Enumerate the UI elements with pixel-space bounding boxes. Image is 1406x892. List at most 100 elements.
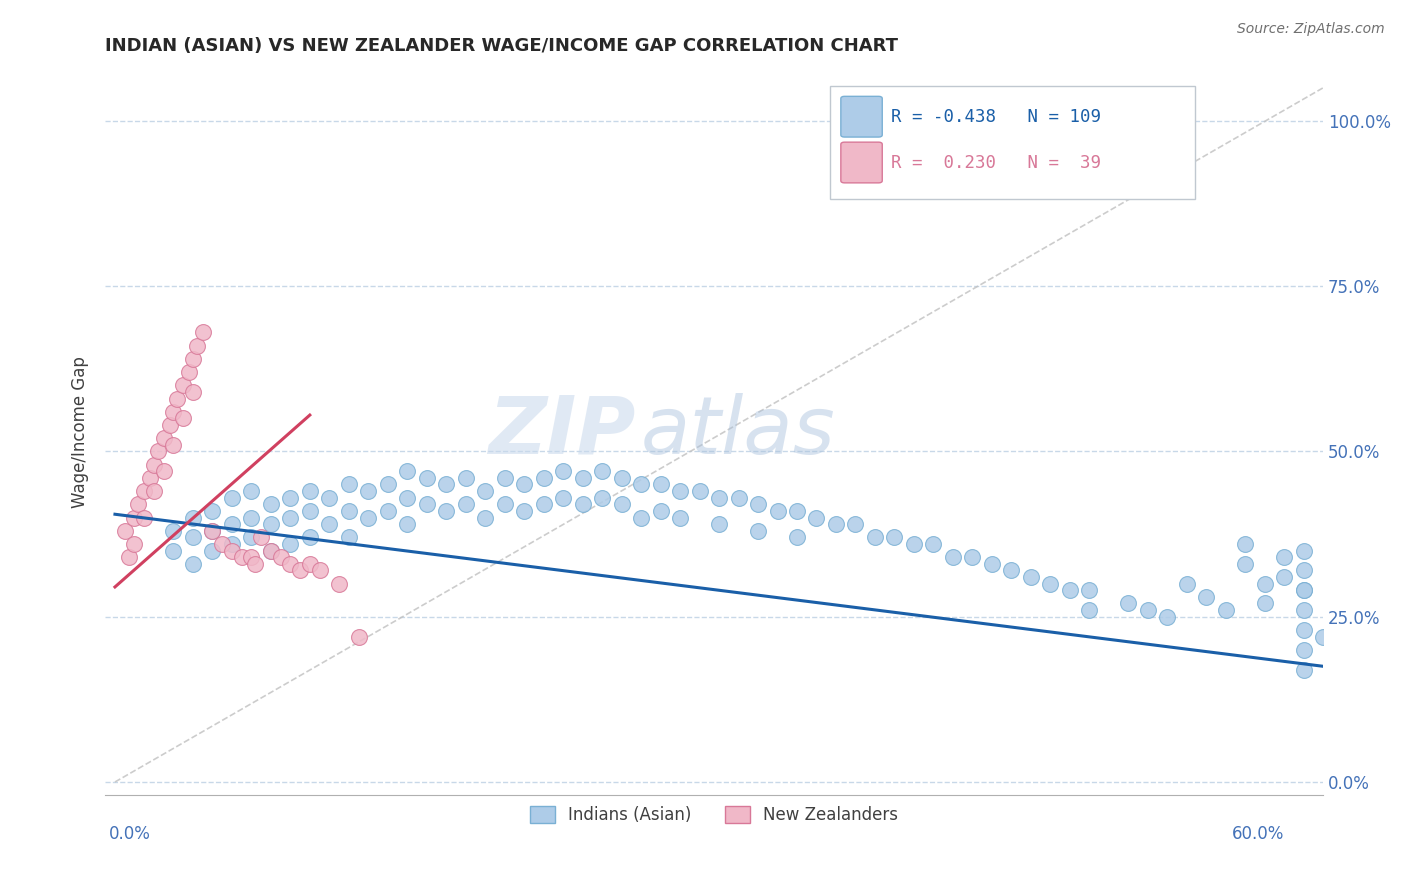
Point (786, 530, 808, 544)
Point (181, 510, 204, 524)
Point (186, 338, 208, 352)
Point (1175, 576, 1198, 591)
Point (1234, 557, 1257, 571)
Point (134, 510, 156, 524)
Point (240, 530, 263, 544)
Point (434, 477, 457, 491)
Point (211, 537, 233, 551)
Point (1000, 563, 1022, 577)
Point (146, 444, 169, 458)
Point (513, 504, 536, 518)
Point (650, 477, 672, 491)
Point (278, 510, 301, 524)
Point (1292, 642, 1315, 657)
Point (1292, 583, 1315, 598)
Point (1272, 550, 1295, 565)
Point (142, 484, 165, 499)
Point (298, 504, 321, 518)
Point (181, 351, 204, 366)
Point (124, 510, 146, 524)
Point (766, 504, 789, 518)
Text: Source: ZipAtlas.com: Source: ZipAtlas.com (1237, 22, 1385, 37)
Point (201, 504, 224, 518)
Point (201, 524, 224, 538)
Point (533, 497, 555, 511)
Point (162, 524, 184, 538)
Point (278, 557, 301, 571)
Point (250, 530, 273, 544)
Point (747, 524, 769, 538)
Point (181, 530, 204, 544)
Point (181, 384, 204, 399)
Point (1292, 663, 1315, 677)
FancyBboxPatch shape (841, 142, 882, 183)
Point (201, 524, 224, 538)
Point (221, 491, 243, 505)
Point (318, 517, 340, 532)
Point (270, 550, 292, 565)
Point (191, 326, 214, 340)
Point (124, 537, 146, 551)
Point (553, 464, 575, 478)
Point (494, 497, 516, 511)
Point (1039, 576, 1062, 591)
Point (142, 458, 165, 472)
Point (240, 484, 263, 499)
Point (162, 438, 184, 452)
Point (883, 530, 905, 544)
Point (707, 517, 730, 532)
Point (240, 550, 263, 565)
Point (318, 491, 340, 505)
Point (454, 471, 477, 485)
Point (1078, 583, 1101, 598)
Point (260, 517, 283, 532)
Point (591, 491, 613, 505)
Point (396, 491, 419, 505)
Point (1215, 603, 1237, 617)
Point (416, 471, 439, 485)
Point (806, 510, 828, 524)
Point (117, 550, 139, 565)
Point (357, 510, 380, 524)
Point (610, 497, 633, 511)
Point (416, 497, 439, 511)
Point (650, 504, 672, 518)
Point (201, 543, 224, 558)
Point (260, 543, 283, 558)
Point (707, 491, 730, 505)
FancyBboxPatch shape (841, 96, 882, 137)
Point (278, 491, 301, 505)
Point (1292, 563, 1315, 577)
Point (1272, 570, 1295, 584)
Point (127, 497, 149, 511)
Point (260, 543, 283, 558)
Point (221, 537, 243, 551)
Point (1234, 537, 1257, 551)
Point (298, 530, 321, 544)
Point (1019, 570, 1042, 584)
Point (903, 537, 925, 551)
Point (1253, 576, 1275, 591)
Point (298, 484, 321, 499)
Point (172, 378, 194, 392)
Point (166, 392, 188, 406)
Point (942, 550, 965, 565)
Text: 0.0%: 0.0% (110, 825, 150, 843)
Text: INDIAN (ASIAN) VS NEW ZEALANDER WAGE/INCOME GAP CORRELATION CHART: INDIAN (ASIAN) VS NEW ZEALANDER WAGE/INC… (105, 37, 898, 55)
Point (337, 504, 360, 518)
Point (1292, 583, 1315, 598)
Point (347, 630, 370, 644)
Point (328, 576, 350, 591)
Point (231, 550, 253, 565)
Point (278, 537, 301, 551)
Text: atlas: atlas (641, 392, 835, 471)
Point (553, 491, 575, 505)
Text: ZIP: ZIP (488, 392, 636, 471)
Point (591, 464, 613, 478)
Point (1292, 623, 1315, 637)
Legend: Indians (Asian), New Zealanders: Indians (Asian), New Zealanders (523, 799, 905, 830)
Y-axis label: Wage/Income Gap: Wage/Income Gap (72, 356, 89, 508)
Point (221, 517, 243, 532)
Point (357, 484, 380, 499)
Point (172, 411, 194, 425)
